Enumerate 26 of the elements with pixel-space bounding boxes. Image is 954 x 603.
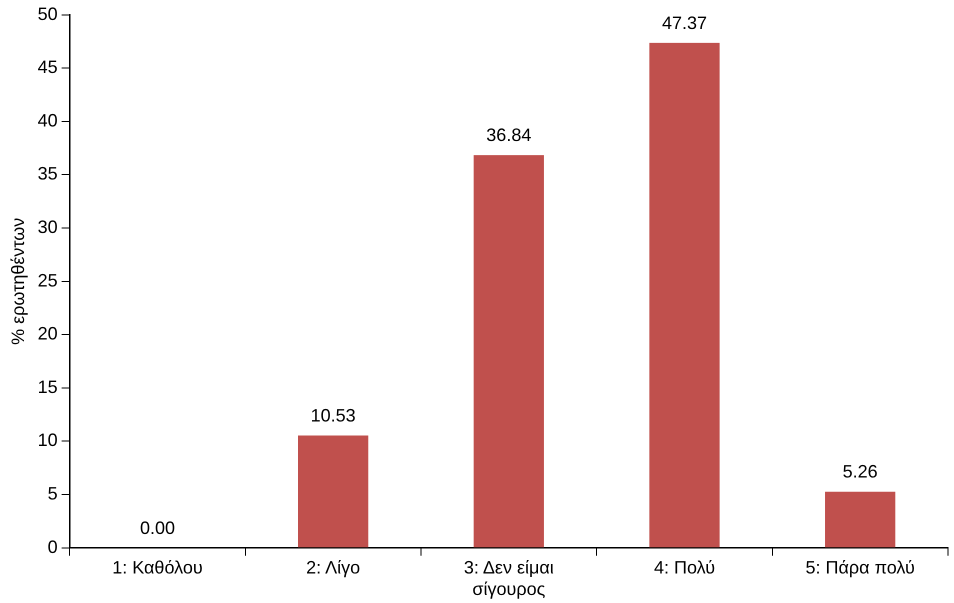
y-tick-label: 30	[38, 216, 58, 237]
data-label: 0.00	[140, 518, 175, 538]
y-tick-label: 25	[38, 270, 58, 290]
data-label: 47.37	[662, 12, 708, 33]
x-tick-label: 3: Δεν είμαι σίγουρος	[464, 558, 554, 600]
y-tick-label: 40	[38, 110, 58, 130]
y-tick-label: 15	[38, 376, 58, 397]
y-tick-label: 0	[48, 536, 58, 557]
y-axis-title: % ερωτηθέντων	[8, 218, 28, 345]
y-tick-label: 45	[38, 57, 58, 78]
y-tick-label: 20	[38, 324, 58, 344]
bar	[649, 42, 720, 548]
x-tick-label: 4: Πολύ	[654, 558, 716, 578]
bar	[474, 155, 544, 548]
y-tick-label: 5	[48, 483, 58, 504]
y-tick-label: 35	[38, 164, 58, 184]
x-tick-label: 1: Καθόλου	[112, 558, 203, 578]
y-tick-label: 10	[38, 430, 58, 450]
x-tick-label: 2: Λίγο	[306, 558, 360, 578]
data-label: 5.26	[842, 462, 878, 482]
data-label: 36.84	[486, 125, 532, 146]
bar	[825, 492, 896, 548]
x-tick-label: 5: Πάρα πολύ	[806, 558, 915, 578]
data-label: 10.53	[310, 406, 356, 426]
y-tick-label: 50	[38, 4, 58, 24]
bar	[298, 436, 368, 548]
